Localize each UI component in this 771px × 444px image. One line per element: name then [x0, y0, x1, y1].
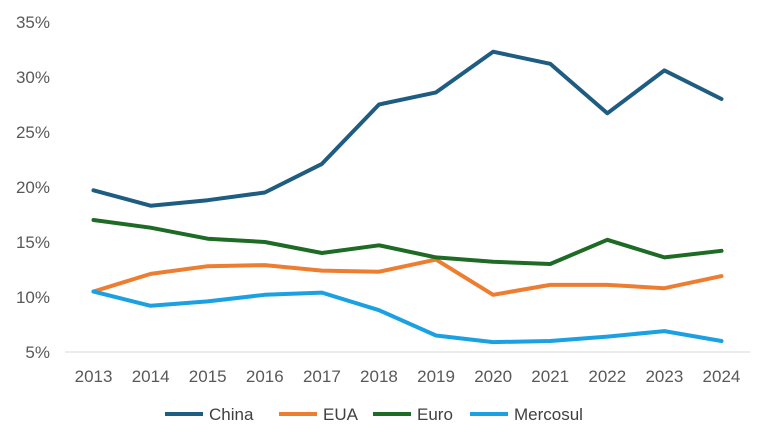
y-tick-label: 35%: [16, 13, 50, 32]
legend-label-eua: EUA: [323, 405, 359, 424]
y-tick-label: 5%: [25, 343, 50, 362]
y-tick-label: 20%: [16, 178, 50, 197]
legend-label-mercosul: Mercosul: [514, 405, 583, 424]
x-tick-label: 2023: [645, 367, 683, 386]
x-tick-label: 2015: [189, 367, 227, 386]
y-tick-label: 30%: [16, 68, 50, 87]
x-tick-label: 2021: [531, 367, 569, 386]
x-tick-label: 2013: [75, 367, 113, 386]
x-axis: 2013 2014 2015 2016 2017 2018 2019 2020 2021 2022…: [75, 367, 741, 386]
x-tick-label: 2017: [303, 367, 341, 386]
x-tick-label: 2014: [132, 367, 170, 386]
y-axis: 5% 10% 15% 20% 25% 30% 35%: [16, 13, 50, 362]
legend: China EUA Euro Mercosul: [165, 405, 583, 424]
series-line-mercosul: [91, 289, 724, 345]
series-line-china: [91, 49, 724, 208]
y-tick-label: 15%: [16, 233, 50, 252]
x-tick-label: 2018: [360, 367, 398, 386]
x-tick-label: 2022: [588, 367, 626, 386]
series-group: [91, 49, 724, 345]
y-tick-label: 10%: [16, 288, 50, 307]
x-tick-label: 2020: [474, 367, 512, 386]
series-line-eua: [91, 257, 724, 297]
y-tick-label: 25%: [16, 123, 50, 142]
legend-label-china: China: [209, 405, 254, 424]
series-line-euro: [91, 218, 724, 266]
x-tick-label: 2016: [246, 367, 284, 386]
x-tick-label: 2024: [703, 367, 741, 386]
x-tick-label: 2019: [417, 367, 455, 386]
legend-label-euro: Euro: [417, 405, 453, 424]
